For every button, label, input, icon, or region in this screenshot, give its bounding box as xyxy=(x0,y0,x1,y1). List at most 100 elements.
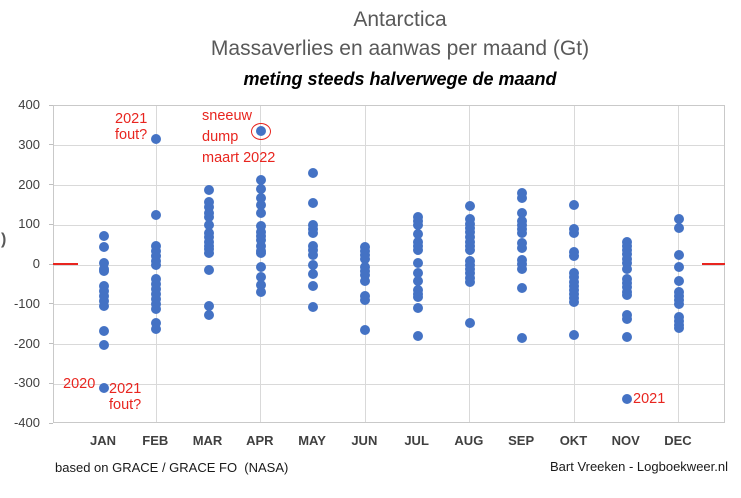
data-point xyxy=(203,300,214,311)
data-point xyxy=(99,325,109,336)
x-axis-label-jan: JAN xyxy=(89,433,116,448)
data-point xyxy=(203,264,214,275)
annotation-apr-sneeuwdump-line: sneeuw xyxy=(202,108,252,124)
data-point xyxy=(151,273,162,284)
y-axis-label: 0 xyxy=(32,256,40,271)
x-axis-label-mar: MAR xyxy=(192,433,223,448)
annotation-feb-2021-fout-line: 2021 xyxy=(115,111,148,127)
data-point xyxy=(517,228,528,239)
data-point xyxy=(255,262,266,273)
annotation-jan-2021-fout: 2021 fout? xyxy=(109,381,141,413)
annotation-jan-2020-line: 2020 xyxy=(63,376,96,392)
zero-reference-dash xyxy=(702,263,725,265)
data-point xyxy=(308,269,319,280)
y-axis-label: 300 xyxy=(18,136,40,152)
y-axis-label: 400 xyxy=(18,97,40,112)
data-point xyxy=(255,272,266,283)
y-axis-label: 100 xyxy=(18,216,40,232)
y-axis-label: 200 xyxy=(18,176,40,192)
y-axis-tick xyxy=(49,303,53,305)
data-point xyxy=(673,250,684,261)
annotation-nov-2021: 2021 xyxy=(633,391,665,407)
annotation-feb-2021-fout-line: fout? xyxy=(115,127,148,143)
annotation-jan-2020: 2020 xyxy=(63,376,95,392)
data-point xyxy=(255,240,266,251)
data-point xyxy=(360,254,371,265)
data-point xyxy=(412,219,423,230)
data-point xyxy=(203,310,214,321)
data-point xyxy=(151,318,162,329)
data-point xyxy=(517,263,528,274)
data-point xyxy=(203,201,214,212)
data-point xyxy=(569,250,580,261)
x-axis-label-jun: JUN xyxy=(351,433,378,448)
data-point xyxy=(255,234,266,245)
data-point xyxy=(412,228,423,239)
data-point xyxy=(673,298,684,309)
x-axis-label-okt: OKT xyxy=(559,433,588,448)
data-point xyxy=(308,249,319,260)
x-axis-label-aug: AUG xyxy=(454,433,484,448)
h-gridline xyxy=(54,264,724,266)
data-point xyxy=(151,209,162,220)
x-axis-label-nov: NOV xyxy=(611,433,640,448)
h-gridline xyxy=(54,185,724,186)
h-gridline xyxy=(54,383,724,385)
data-point xyxy=(360,275,371,286)
annotation-jan-2021-fout-line: 2021 xyxy=(109,381,142,397)
data-point xyxy=(621,264,632,275)
data-point xyxy=(255,208,266,219)
data-point xyxy=(203,185,214,196)
data-point xyxy=(203,248,214,259)
y-axis-tick xyxy=(49,422,53,424)
data-point xyxy=(99,242,109,253)
data-point xyxy=(151,260,162,270)
y-axis-tick xyxy=(49,343,53,344)
data-point xyxy=(621,290,632,301)
data-point xyxy=(308,197,319,208)
chart-note: meting steeds halverwege de maand xyxy=(243,69,557,89)
v-gridline xyxy=(573,106,575,422)
data-point xyxy=(517,332,528,343)
y-axis-tick xyxy=(49,104,53,106)
data-point xyxy=(255,184,266,195)
x-axis-label-jul: JUL xyxy=(404,433,429,448)
data-point xyxy=(151,279,162,290)
data-point xyxy=(517,242,528,253)
data-point xyxy=(673,262,684,273)
annotation-apr-sneeuwdump: sneeuw dump maart 2022 xyxy=(202,106,275,169)
data-point xyxy=(308,228,319,239)
h-gridline xyxy=(54,344,724,345)
y-axis-title-remnant: ) xyxy=(1,231,7,248)
annotation-apr-sneeuwdump-line: dump xyxy=(202,129,239,145)
data-point xyxy=(569,297,580,308)
data-point xyxy=(255,280,266,291)
y-axis-tick xyxy=(49,263,53,265)
data-point xyxy=(255,220,266,231)
h-gridline xyxy=(54,145,724,147)
y-axis-tick xyxy=(49,382,53,384)
data-point xyxy=(308,280,319,291)
data-point xyxy=(621,393,632,404)
data-point xyxy=(569,200,580,211)
data-point xyxy=(151,250,162,261)
data-point xyxy=(412,330,423,341)
y-axis-label: -100 xyxy=(13,295,40,311)
y-axis-tick xyxy=(49,184,53,185)
data-point xyxy=(464,277,475,288)
x-axis-label-may: MAY xyxy=(298,433,326,448)
y-axis-label: -400 xyxy=(13,415,40,430)
y-axis-label: -200 xyxy=(13,335,40,351)
data-point xyxy=(673,275,684,286)
data-point xyxy=(360,324,371,335)
data-point xyxy=(308,301,319,312)
data-point xyxy=(151,323,162,334)
data-point xyxy=(99,265,109,276)
data-point xyxy=(569,330,580,341)
data-point xyxy=(255,248,266,259)
annotation-nov-2021-line: 2021 xyxy=(633,391,666,407)
data-point xyxy=(517,283,528,294)
data-point xyxy=(412,275,423,286)
data-point xyxy=(255,193,266,204)
